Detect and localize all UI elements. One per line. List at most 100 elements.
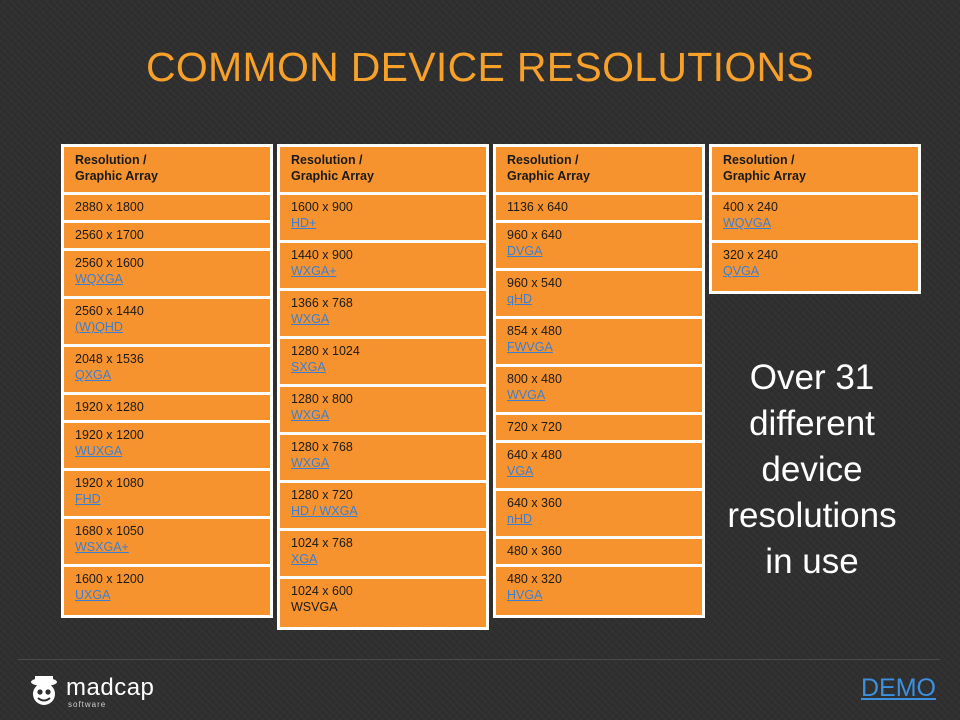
resolution-value: 2560 x 1600 — [75, 256, 144, 270]
graphic-array-label: WSVGA — [291, 600, 338, 614]
graphic-array-link[interactable]: QXGA — [75, 368, 112, 382]
resolution-value: 1366 x 768 — [291, 296, 353, 310]
logo-subtitle: software — [68, 700, 107, 709]
graphic-array-link[interactable]: HD / WXGA — [291, 504, 358, 518]
resolution-value: 1440 x 900 — [291, 248, 353, 262]
graphic-array-link[interactable]: HD+ — [291, 216, 317, 230]
resolution-row: 1024 x 600 WSVGA — [280, 579, 486, 627]
resolution-value: 480 x 320 — [507, 572, 562, 586]
resolution-value: 2880 x 1800 — [75, 200, 144, 214]
resolution-row: 1600 x 1200 UXGA — [64, 567, 270, 615]
resolution-value: 720 x 720 — [507, 420, 562, 434]
resolution-value: 1680 x 1050 — [75, 524, 144, 538]
resolution-row: 2560 x 1700 — [64, 223, 270, 251]
resolution-value: 1280 x 800 — [291, 392, 353, 406]
graphic-array-link[interactable]: FHD — [75, 492, 101, 506]
resolution-value: 400 x 240 — [723, 200, 778, 214]
graphic-array-link[interactable]: WVGA — [507, 388, 546, 402]
resolution-row: 1920 x 1200 WUXGA — [64, 423, 270, 471]
graphic-array-link[interactable]: VGA — [507, 464, 534, 478]
resolution-value: 2048 x 1536 — [75, 352, 144, 366]
resolution-row: 1280 x 768 WXGA — [280, 435, 486, 483]
graphic-array-link[interactable]: WXGA — [291, 408, 330, 422]
resolution-row: 400 x 240 WQVGA — [712, 195, 918, 243]
callout-text: Over 31 different device resolutions in … — [727, 358, 897, 581]
resolution-row: 1920 x 1080 FHD — [64, 471, 270, 519]
resolution-value: 640 x 360 — [507, 496, 562, 510]
resolution-row: 2880 x 1800 — [64, 195, 270, 223]
resolution-row: 960 x 540 qHD — [496, 271, 702, 319]
graphic-array-link[interactable]: DVGA — [507, 244, 543, 258]
resolution-row: 1920 x 1280 — [64, 395, 270, 423]
page-title: COMMON DEVICE RESOLUTIONS — [145, 44, 815, 90]
resolution-value: 1136 x 640 — [507, 200, 568, 214]
graphic-array-link[interactable]: WXGA — [291, 456, 330, 470]
resolution-value: 1280 x 768 — [291, 440, 353, 454]
graphic-array-link[interactable]: WXGA — [291, 312, 330, 326]
column-header: Resolution / Graphic Array — [496, 147, 702, 195]
resolution-row: 2560 x 1600 WQXGA — [64, 251, 270, 299]
graphic-array-link[interactable]: QVGA — [723, 264, 760, 278]
demo-link[interactable]: DEMO — [861, 674, 936, 702]
resolution-row: 640 x 360 nHD — [496, 491, 702, 539]
madcap-mascot-icon — [31, 676, 57, 705]
graphic-array-link[interactable]: WSXGA+ — [75, 540, 129, 554]
resolution-value: 1920 x 1200 — [75, 428, 144, 442]
graphic-array-link[interactable]: (W)QHD — [75, 320, 123, 334]
resolution-row: 2560 x 1440 (W)QHD — [64, 299, 270, 347]
resolution-column-2: Resolution / Graphic Array 1600 x 900 HD+ 14… — [277, 144, 489, 630]
graphic-array-link[interactable]: HVGA — [507, 588, 543, 602]
resolution-row: 480 x 320 HVGA — [496, 567, 702, 615]
column-header: Resolution / Graphic Array — [712, 147, 918, 195]
resolution-value: 1280 x 720 — [291, 488, 353, 502]
graphic-array-link[interactable]: WXGA+ — [291, 264, 337, 278]
resolution-value: 960 x 540 — [507, 276, 562, 290]
graphic-array-link[interactable]: UXGA — [75, 588, 111, 602]
resolution-row: 480 x 360 — [496, 539, 702, 567]
resolution-value: 1280 x 1024 — [291, 344, 360, 358]
resolution-row: 1280 x 800 WXGA — [280, 387, 486, 435]
resolution-value: 960 x 640 — [507, 228, 562, 242]
logo-wordmark: madcap — [66, 674, 155, 701]
resolution-value: 1600 x 900 — [291, 200, 353, 214]
graphic-array-link[interactable]: XGA — [291, 552, 318, 566]
graphic-array-link[interactable]: nHD — [507, 512, 533, 526]
madcap-logo: madcap software — [26, 672, 196, 712]
resolution-row: 960 x 640 DVGA — [496, 223, 702, 271]
resolution-row: 320 x 240 QVGA — [712, 243, 918, 291]
resolution-value: 320 x 240 — [723, 248, 778, 262]
graphic-array-link[interactable]: WQXGA — [75, 272, 123, 286]
resolution-value: 800 x 480 — [507, 372, 562, 386]
resolution-row: 2048 x 1536 QXGA — [64, 347, 270, 395]
resolution-row: 1680 x 1050 WSXGA+ — [64, 519, 270, 567]
resolution-value: 854 x 480 — [507, 324, 562, 338]
resolution-row: 720 x 720 — [496, 415, 702, 443]
resolution-row: 640 x 480 VGA — [496, 443, 702, 491]
resolution-value: 1024 x 768 — [291, 536, 353, 550]
resolution-row: 1440 x 900 WXGA+ — [280, 243, 486, 291]
graphic-array-link[interactable]: WQVGA — [723, 216, 771, 230]
resolution-value: 1920 x 1080 — [75, 476, 144, 490]
resolution-column-4: Resolution / Graphic Array 400 x 240 WQVGA 3… — [709, 144, 921, 294]
graphic-array-link[interactable]: qHD — [507, 292, 533, 306]
resolution-value: 1024 x 600 — [291, 584, 353, 598]
graphic-array-link[interactable]: SXGA — [291, 360, 326, 374]
graphic-array-link[interactable]: WUXGA — [75, 444, 123, 458]
footer-divider — [18, 659, 940, 660]
resolution-row: 800 x 480 WVGA — [496, 367, 702, 415]
resolution-row: 854 x 480 FWVGA — [496, 319, 702, 367]
resolution-value: 1600 x 1200 — [75, 572, 144, 586]
column-header: Resolution / Graphic Array — [280, 147, 486, 195]
graphic-array-link[interactable]: FWVGA — [507, 340, 553, 354]
resolution-row: 1280 x 1024 SXGA — [280, 339, 486, 387]
resolution-row: 1136 x 640 — [496, 195, 702, 223]
resolution-row: 1600 x 900 HD+ — [280, 195, 486, 243]
resolution-value: 480 x 360 — [507, 544, 562, 558]
resolution-value: 1920 x 1280 — [75, 400, 144, 414]
column-header: Resolution / Graphic Array — [64, 147, 270, 195]
resolution-row: 1024 x 768 XGA — [280, 531, 486, 579]
resolution-row: 1366 x 768 WXGA — [280, 291, 486, 339]
resolution-row: 1280 x 720 HD / WXGA — [280, 483, 486, 531]
resolution-column-3: Resolution / Graphic Array 1136 x 640 960 x… — [493, 144, 705, 618]
resolution-value: 2560 x 1700 — [75, 228, 144, 242]
